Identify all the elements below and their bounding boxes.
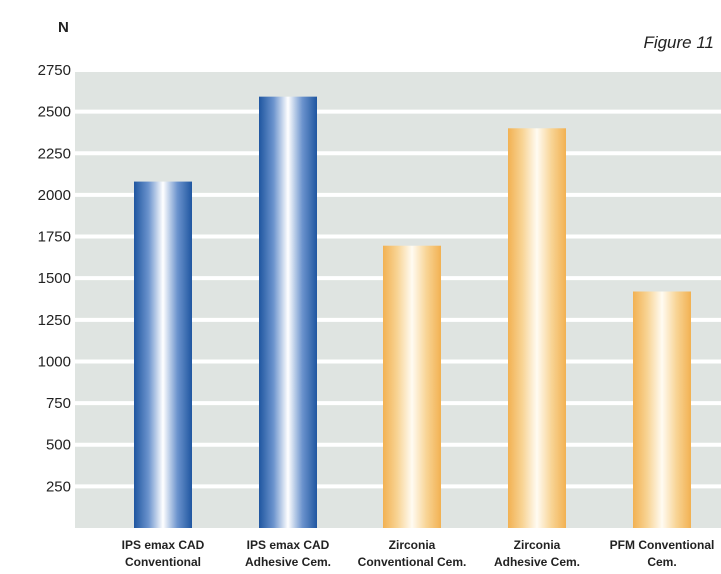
y-axis-ticks: 250 500 750 1000 1250 1500 1750 2000 2250 2500 275…	[38, 62, 71, 495]
x-category-label: PFM Conventional	[610, 538, 715, 552]
x-category-label: IPS emax CAD	[247, 538, 330, 552]
y-tick-label: 2250	[38, 145, 71, 162]
y-tick-label: 1000	[38, 353, 71, 370]
bar	[383, 245, 441, 529]
x-category-label: Adhesive Cem.	[494, 555, 580, 569]
bar	[134, 181, 192, 528]
bars	[134, 96, 691, 529]
figure-label: Figure 11	[643, 33, 714, 52]
y-tick-label: 750	[46, 395, 71, 412]
x-category-label: Conventional	[125, 555, 201, 569]
x-category-label: Conventional Cem.	[358, 555, 467, 569]
y-tick-label: 500	[46, 437, 71, 454]
bar	[508, 128, 566, 529]
bar	[259, 96, 317, 528]
y-tick-label: 2750	[38, 62, 71, 79]
y-tick-label: 2000	[38, 187, 71, 204]
y-tick-label: 250	[46, 478, 71, 495]
y-tick-label: 2500	[38, 104, 71, 121]
y-axis-unit-label: N	[58, 19, 69, 36]
x-category-label: IPS emax CAD	[122, 538, 205, 552]
y-tick-label: 1500	[38, 270, 71, 287]
x-category-label: Adhesive Cem.	[245, 555, 331, 569]
x-category-label: Zirconia	[389, 538, 436, 552]
x-axis-categories: IPS emax CAD Conventional IPS emax CAD Adhe…	[122, 538, 715, 569]
bar	[633, 291, 691, 528]
y-tick-label: 1750	[38, 229, 71, 246]
x-category-label: Cem.	[647, 555, 676, 569]
y-tick-label: 1250	[38, 312, 71, 329]
x-category-label: Zirconia	[514, 538, 561, 552]
